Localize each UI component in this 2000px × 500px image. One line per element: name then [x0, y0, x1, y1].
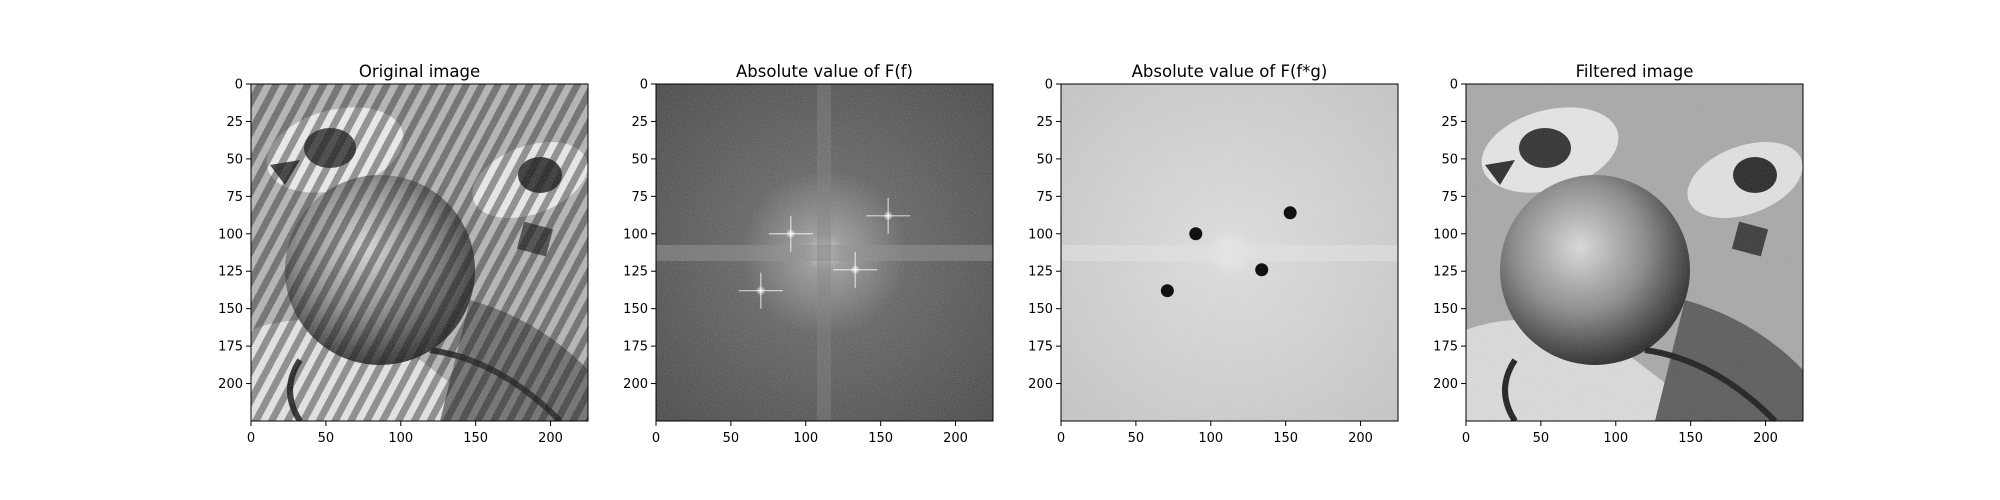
x-tick-label: 150 — [1678, 431, 1703, 446]
x-tick-label: 150 — [463, 431, 488, 446]
y-tick-label: 100 — [1433, 227, 1458, 242]
y-tick-label: 100 — [218, 227, 243, 242]
y-tick-label: 175 — [623, 340, 648, 355]
x-tick-label: 0 — [247, 431, 255, 446]
y-tick-label: 175 — [1028, 340, 1053, 355]
y-tick-label: 150 — [218, 302, 243, 317]
y-tick-label: 0 — [640, 78, 648, 93]
y-tick-label: 125 — [218, 265, 243, 280]
panel-original-image: Original image 0 50 100 150 200 0 25 50 75 100 125… — [218, 62, 589, 446]
y-tick-label: 0 — [1045, 78, 1053, 93]
x-tick-label: 100 — [793, 431, 818, 446]
y-tick-label: 150 — [1433, 302, 1458, 317]
x-tick-label: 200 — [943, 431, 968, 446]
y-tick-label: 200 — [1433, 377, 1458, 392]
x-tick-label: 100 — [388, 431, 413, 446]
y-tick-label: 50 — [1036, 152, 1053, 167]
panel-title: Absolute value of F(f) — [736, 62, 913, 81]
clown-image-noisy — [251, 84, 588, 421]
panel-title: Absolute value of F(f*g) — [1132, 62, 1328, 81]
y-tick-label: 0 — [235, 78, 243, 93]
notch-dot — [1160, 284, 1174, 298]
y-tick-label: 25 — [1036, 115, 1053, 130]
panel-filtered-spectrum: Absolute value of F(f*g) 0 50 100 150 200 0 25… — [1028, 62, 1399, 446]
panel-spectrum: Absolute value of F(f) 0 50 100 150 200 0 25 50… — [623, 62, 994, 446]
y-tick-label: 25 — [631, 115, 648, 130]
x-tick-label: 50 — [723, 431, 740, 446]
noise-peak — [883, 210, 894, 221]
panel-title: Filtered image — [1576, 62, 1694, 81]
y-tick-label: 175 — [218, 340, 243, 355]
noise-peak — [850, 264, 861, 275]
notch-dot — [1255, 263, 1269, 277]
spectrum-image — [656, 84, 993, 421]
x-tick-label: 0 — [652, 431, 660, 446]
y-tick-label: 200 — [623, 377, 648, 392]
x-tick-label: 100 — [1603, 431, 1628, 446]
y-tick-label: 125 — [1433, 265, 1458, 280]
y-tick-label: 100 — [623, 227, 648, 242]
x-tick-label: 100 — [1198, 431, 1223, 446]
x-tick-label: 0 — [1462, 431, 1470, 446]
x-tick-label: 150 — [1273, 431, 1298, 446]
panel-filtered-image: Filtered image 0 50 100 150 200 0 25 50 75 100 125… — [1433, 62, 1804, 446]
panel-title: Original image — [359, 62, 480, 81]
y-tick-label: 150 — [1028, 302, 1053, 317]
y-tick-label: 125 — [1028, 265, 1053, 280]
notch-dot — [1189, 227, 1203, 241]
y-tick-label: 75 — [1036, 190, 1053, 205]
x-tick-label: 0 — [1057, 431, 1065, 446]
x-tick-label: 200 — [1348, 431, 1373, 446]
y-tick-label: 100 — [1028, 227, 1053, 242]
y-tick-label: 125 — [623, 265, 648, 280]
x-tick-label: 50 — [318, 431, 335, 446]
y-tick-label: 150 — [623, 302, 648, 317]
y-tick-label: 200 — [1028, 377, 1053, 392]
y-tick-label: 25 — [226, 115, 243, 130]
x-tick-label: 200 — [538, 431, 563, 446]
y-tick-label: 0 — [1450, 78, 1458, 93]
notch-dot — [1283, 206, 1297, 220]
x-tick-label: 200 — [1753, 431, 1778, 446]
y-tick-label: 200 — [218, 377, 243, 392]
filtered-spectrum-image — [1061, 84, 1398, 421]
y-tick-label: 175 — [1433, 340, 1458, 355]
y-tick-label: 75 — [1441, 190, 1458, 205]
y-tick-label: 75 — [226, 190, 243, 205]
x-tick-label: 50 — [1128, 431, 1145, 446]
noise-peak — [755, 285, 766, 296]
y-tick-label: 50 — [226, 152, 243, 167]
y-tick-label: 50 — [1441, 152, 1458, 167]
noise-peak — [785, 228, 796, 239]
clown-image-filtered — [1466, 84, 1803, 421]
y-tick-label: 75 — [631, 190, 648, 205]
y-tick-label: 50 — [631, 152, 648, 167]
x-tick-label: 150 — [868, 431, 893, 446]
y-tick-label: 25 — [1441, 115, 1458, 130]
x-tick-label: 50 — [1533, 431, 1550, 446]
